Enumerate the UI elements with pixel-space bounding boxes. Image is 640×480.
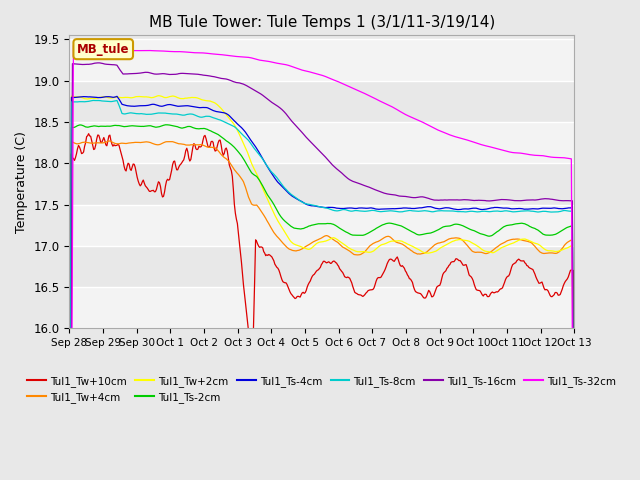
Tul1_Ts-32cm xyxy=(307,69,314,75)
Tul1_Ts-2cm xyxy=(307,223,314,228)
Tul1_Ts-16cm xyxy=(307,139,314,144)
Tul1_Ts-4cm xyxy=(307,203,314,208)
Tul1_Ts-8cm xyxy=(340,207,348,213)
Line: Tul1_Ts-32cm: Tul1_Ts-32cm xyxy=(69,45,574,480)
Tul1_Ts-16cm xyxy=(559,198,567,204)
Bar xyxy=(69,122,574,163)
Tul1_Tw+2cm xyxy=(155,93,163,98)
Tul1_Ts-4cm xyxy=(559,206,567,212)
Tul1_Ts-2cm xyxy=(559,227,567,233)
Tul1_Ts-16cm xyxy=(367,185,375,191)
Tul1_Tw+10cm xyxy=(367,287,375,293)
Line: Tul1_Ts-4cm: Tul1_Ts-4cm xyxy=(69,96,574,480)
Tul1_Ts-8cm xyxy=(367,208,375,214)
Legend: Tul1_Tw+10cm, Tul1_Tw+4cm, Tul1_Tw+2cm, Tul1_Ts-2cm, Tul1_Ts-4cm, Tul1_Ts-8cm, T: Tul1_Tw+10cm, Tul1_Tw+4cm, Tul1_Tw+2cm, … xyxy=(23,372,621,407)
Title: MB Tule Tower: Tule Temps 1 (3/1/11-3/19/14): MB Tule Tower: Tule Temps 1 (3/1/11-3/19… xyxy=(148,15,495,30)
Tul1_Ts-16cm xyxy=(95,60,102,66)
Tul1_Tw+2cm xyxy=(559,247,567,252)
Tul1_Ts-4cm xyxy=(113,94,121,99)
Tul1_Ts-8cm xyxy=(90,97,97,103)
Tul1_Tw+4cm xyxy=(367,242,375,248)
Tul1_Ts-32cm xyxy=(367,94,375,99)
Tul1_Ts-4cm xyxy=(481,206,488,212)
Tul1_Ts-32cm xyxy=(310,70,317,76)
Tul1_Tw+4cm xyxy=(340,245,348,251)
Tul1_Ts-32cm xyxy=(481,143,488,148)
Text: MB_tule: MB_tule xyxy=(77,43,129,56)
Tul1_Ts-8cm xyxy=(559,208,567,214)
Tul1_Tw+4cm xyxy=(559,244,567,250)
Bar xyxy=(69,204,574,246)
Tul1_Tw+10cm xyxy=(481,291,488,297)
Tul1_Ts-32cm xyxy=(340,81,348,87)
Tul1_Ts-2cm xyxy=(481,232,488,238)
Tul1_Tw+4cm xyxy=(307,241,314,247)
Line: Tul1_Ts-16cm: Tul1_Ts-16cm xyxy=(69,63,574,480)
Y-axis label: Temperature (C): Temperature (C) xyxy=(15,131,28,233)
Tul1_Ts-32cm xyxy=(559,155,567,161)
Line: Tul1_Tw+4cm: Tul1_Tw+4cm xyxy=(69,141,574,480)
Tul1_Tw+10cm xyxy=(307,278,314,284)
Tul1_Tw+2cm xyxy=(481,248,488,254)
Tul1_Ts-16cm xyxy=(310,142,317,147)
Line: Tul1_Ts-2cm: Tul1_Ts-2cm xyxy=(69,125,574,480)
Tul1_Ts-32cm xyxy=(77,42,84,48)
Bar xyxy=(69,287,574,328)
Line: Tul1_Tw+2cm: Tul1_Tw+2cm xyxy=(69,96,574,480)
Tul1_Tw+2cm xyxy=(310,244,317,250)
Tul1_Ts-2cm xyxy=(340,228,348,234)
Tul1_Tw+2cm xyxy=(307,246,314,252)
Tul1_Ts-8cm xyxy=(307,202,314,207)
Line: Tul1_Ts-8cm: Tul1_Ts-8cm xyxy=(69,100,574,480)
Line: Tul1_Tw+10cm: Tul1_Tw+10cm xyxy=(69,133,574,480)
Tul1_Ts-16cm xyxy=(340,172,348,178)
Tul1_Tw+2cm xyxy=(367,249,375,255)
Tul1_Tw+10cm xyxy=(310,272,317,278)
Tul1_Tw+10cm xyxy=(559,283,567,289)
Tul1_Tw+4cm xyxy=(310,239,317,245)
Tul1_Tw+10cm xyxy=(340,272,348,277)
Tul1_Ts-8cm xyxy=(481,208,488,214)
Tul1_Ts-2cm xyxy=(367,228,375,234)
Tul1_Ts-4cm xyxy=(310,203,317,209)
Tul1_Ts-16cm xyxy=(481,198,488,204)
Tul1_Ts-2cm xyxy=(310,222,317,228)
Bar xyxy=(69,39,574,81)
Tul1_Tw+4cm xyxy=(105,138,113,144)
Tul1_Tw+4cm xyxy=(481,251,488,256)
Tul1_Tw+2cm xyxy=(340,241,348,247)
Tul1_Ts-4cm xyxy=(340,205,348,211)
Tul1_Tw+10cm xyxy=(84,131,92,136)
Tul1_Ts-2cm xyxy=(163,122,170,128)
Tul1_Ts-8cm xyxy=(310,203,317,208)
Tul1_Ts-4cm xyxy=(367,205,375,211)
